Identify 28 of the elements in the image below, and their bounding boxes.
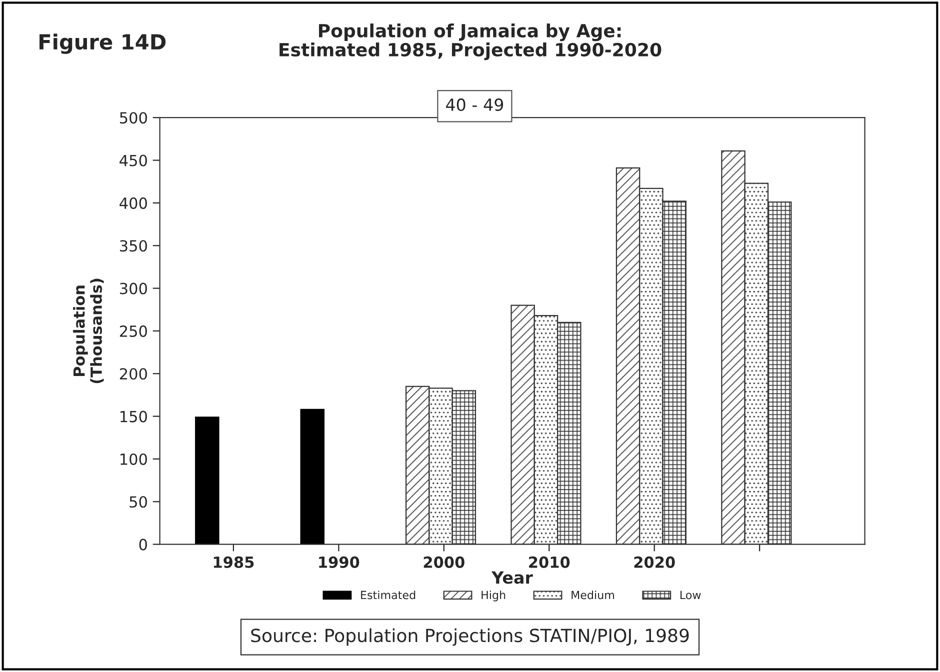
legend-label: Medium [572,590,614,600]
y-tick-label: 200 [120,368,147,380]
y-tick-label: 150 [120,410,147,422]
y-tick-label: 450 [120,154,147,166]
y-tick-label: 250 [120,325,147,337]
legend-label: Low [680,590,701,600]
chart-title: Population of Jamaica by Age: Estimated 1985, Projected 1990-2020 [280,24,662,60]
x-tick-label: 2020 [634,556,675,568]
bar [300,408,325,544]
y-tick-label: 500 [120,112,147,124]
y-tick-label: 100 [120,453,147,465]
y-tick-label: 400 [120,197,147,209]
bar [195,416,220,544]
x-axis-title: Year [491,571,533,584]
y-tick-label: 50 [130,496,147,508]
x-tick-label: 2010 [529,556,570,568]
y-tick-label: 350 [120,240,147,252]
legend-label: Estimated [361,590,416,600]
y-axis-title: Population (Thousands) [73,278,104,384]
x-tick-label: 1990 [319,556,360,568]
source-note: Source: Population Projections STATIN/PIOJ, 1989 [251,628,689,646]
caption: Figure 14D [40,34,166,54]
x-tick-label: 2000 [424,556,464,568]
legend-label: High [482,590,506,602]
y-tick-label: 0 [139,538,147,550]
chart-subtitle: 40 - 49 [446,98,504,112]
x-tick-label: 1985 [214,556,254,568]
y-tick-label: 300 [120,282,147,294]
